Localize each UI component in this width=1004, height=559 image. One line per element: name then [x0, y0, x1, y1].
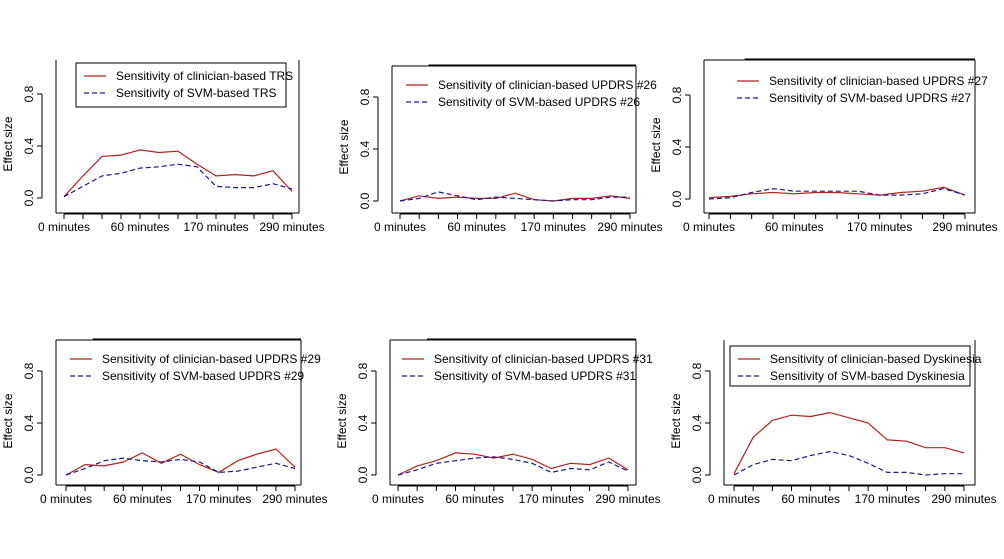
x-tick-label: 60 minutes: [113, 492, 172, 506]
legend-entry: Sensitivity of SVM-based TRS: [116, 86, 277, 100]
x-tick-label: 170 minutes: [183, 220, 248, 234]
x-tick-label: 60 minutes: [765, 220, 824, 234]
y-tick-label: 0.4: [22, 137, 36, 154]
chart-panel-2: 0.0 0.4 0.8 Effect size 0 minutes 60 minutes 1…: [337, 64, 663, 234]
series-line-svm: [397, 456, 629, 476]
legend: Sensitivity of clinician-based UPDRS #26…: [406, 78, 657, 109]
x-tick-label: 60 minutes: [445, 492, 504, 506]
x-tick-label: 0 minutes: [683, 220, 735, 234]
series-line-clinician: [733, 411, 965, 474]
series-line-svm: [65, 457, 296, 476]
y-axis-label: Effect size: [337, 119, 351, 174]
y-tick-label: 0.0: [690, 466, 704, 483]
chart-panel-1: 0.0 0.4 0.8 Effect size 0 minutes 60 minutes 1…: [1, 60, 325, 234]
legend-entry: Sensitivity of SVM-based Dyskinesia: [770, 369, 965, 383]
y-tick-label: 0.8: [358, 88, 372, 105]
series-line-svm: [733, 450, 964, 476]
x-tick-label: 170 minutes: [186, 492, 251, 506]
series-line-svm: [399, 191, 630, 202]
y-axis-label: Effect size: [335, 393, 349, 448]
x-tick-label: 290 minutes: [932, 220, 997, 234]
y-tick-label: 0.8: [690, 362, 704, 379]
x-tick-label: 0 minutes: [708, 492, 760, 506]
legend-entry: Sensitivity of clinician-based TRS: [116, 69, 293, 83]
y-axis-label: Effect size: [1, 116, 15, 171]
y-axis-label: Effect size: [649, 117, 663, 172]
legend-entry: Sensitivity of clinician-based UPDRS #29: [102, 352, 321, 366]
y-tick-label: 0.4: [356, 414, 370, 431]
x-tick-label: 0 minutes: [40, 492, 92, 506]
chart-panel-6: 0.0 0.4 0.8 Effect size 0 minutes 60 minutes 1…: [669, 340, 997, 506]
legend-entry: Sensitivity of SVM-based UPDRS #27: [769, 91, 971, 105]
y-tick-label: 0.4: [358, 140, 372, 157]
legend-entry: Sensitivity of SVM-based UPDRS #26: [438, 95, 640, 109]
series-line-svm: [63, 163, 293, 198]
series-line-clinician: [397, 452, 629, 476]
legend: Sensitivity of clinician-based UPDRS #31…: [402, 352, 653, 383]
x-tick-label: 0 minutes: [372, 492, 424, 506]
series-line-clinician: [63, 149, 293, 198]
y-tick-label: 0.0: [358, 192, 372, 209]
chart-panel-4: 0.0 0.4 0.8 Effect size 0 minutes 60 minutes 1…: [1, 338, 328, 506]
x-tick-label: 170 minutes: [847, 220, 912, 234]
legend-entry: Sensitivity of clinician-based UPDRS #31: [434, 352, 653, 366]
legend-entry: Sensitivity of clinician-based Dyskinesi…: [770, 352, 982, 366]
x-tick-label: 60 minutes: [781, 492, 840, 506]
y-tick-label: 0.0: [22, 466, 36, 483]
y-tick-label: 0.4: [22, 414, 36, 431]
x-tick-label: 0 minutes: [374, 220, 426, 234]
series-line-svm: [708, 187, 966, 200]
y-tick-label: 0.0: [22, 189, 36, 206]
y-axis-label: Effect size: [669, 393, 683, 448]
chart-panel-5: 0.0 0.4 0.8 Effect size 0 minutes 60 minutes 1…: [335, 338, 661, 506]
legend-entry: Sensitivity of clinician-based UPDRS #27: [769, 74, 988, 88]
legend-entry: Sensitivity of SVM-based UPDRS #31: [434, 369, 636, 383]
x-tick-label: 60 minutes: [111, 220, 170, 234]
chart-panel-3: 0.0 0.4 0.8 Effect size 0 minutes 60 minutes 1…: [649, 58, 998, 234]
legend: Sensitivity of clinician-based UPDRS #27…: [737, 74, 988, 105]
x-tick-label: 290 minutes: [597, 220, 662, 234]
x-tick-label: 290 minutes: [595, 492, 660, 506]
x-tick-label: 290 minutes: [262, 492, 327, 506]
y-axis-label: Effect size: [1, 393, 15, 448]
legend: Sensitivity of clinician-based UPDRS #29…: [70, 352, 321, 383]
series-line-clinician: [708, 186, 966, 199]
legend: Sensitivity of clinician-based TRS Sensit…: [75, 62, 293, 108]
x-tick-label: 60 minutes: [447, 220, 506, 234]
y-tick-label: 0.8: [670, 86, 684, 103]
x-tick-label: 170 minutes: [855, 492, 920, 506]
y-tick-label: 0.8: [22, 362, 36, 379]
legend-box: [75, 62, 287, 108]
legend: Sensitivity of clinician-based Dyskinesi…: [729, 345, 982, 387]
legend-entry: Sensitivity of SVM-based UPDRS #29: [102, 369, 304, 383]
legend-box: [729, 345, 971, 387]
y-tick-label: 0.0: [670, 190, 684, 207]
series-line-clinician: [65, 448, 296, 476]
x-tick-label: 170 minutes: [519, 492, 584, 506]
y-tick-label: 0.4: [690, 414, 704, 431]
x-tick-label: 170 minutes: [521, 220, 586, 234]
y-tick-label: 0.8: [356, 362, 370, 379]
y-tick-label: 0.4: [670, 138, 684, 155]
y-tick-label: 0.8: [22, 85, 36, 102]
x-tick-label: 0 minutes: [38, 220, 90, 234]
x-tick-label: 290 minutes: [259, 220, 324, 234]
series-line-clinician: [399, 192, 631, 202]
y-tick-label: 0.0: [356, 466, 370, 483]
x-tick-label: 290 minutes: [931, 492, 996, 506]
legend-entry: Sensitivity of clinician-based UPDRS #26: [438, 78, 657, 92]
